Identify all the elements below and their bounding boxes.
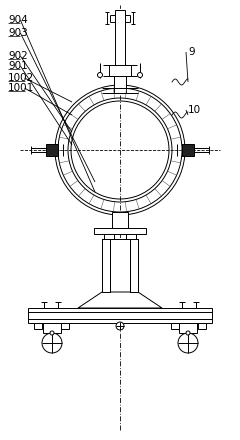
Bar — [179, 323, 197, 333]
Bar — [198, 323, 206, 329]
Polygon shape — [78, 292, 162, 308]
Text: 903: 903 — [8, 28, 28, 38]
Bar — [46, 144, 58, 156]
Bar — [94, 228, 146, 234]
Circle shape — [138, 73, 143, 77]
Bar — [102, 239, 110, 292]
Bar — [130, 239, 138, 292]
Text: 902: 902 — [8, 51, 28, 61]
Bar — [114, 76, 126, 93]
Text: 901: 901 — [8, 61, 28, 71]
Text: 1001: 1001 — [8, 83, 34, 93]
Bar — [182, 144, 194, 156]
Bar — [114, 76, 126, 93]
Text: 904: 904 — [8, 15, 28, 25]
Circle shape — [186, 331, 190, 335]
Circle shape — [42, 333, 62, 353]
Bar — [109, 65, 131, 76]
Bar — [112, 212, 128, 228]
Circle shape — [50, 331, 54, 335]
Bar — [102, 239, 110, 292]
Bar — [34, 323, 42, 329]
Bar — [112, 212, 128, 228]
Circle shape — [116, 322, 124, 330]
Text: 9: 9 — [188, 47, 195, 57]
Text: 1002: 1002 — [8, 73, 34, 83]
Bar — [115, 10, 125, 65]
Circle shape — [97, 73, 102, 77]
Circle shape — [178, 333, 198, 353]
Bar — [43, 323, 61, 333]
Bar — [102, 239, 138, 292]
Bar — [130, 239, 138, 292]
Bar — [61, 323, 69, 329]
Bar — [94, 228, 146, 234]
Bar — [28, 308, 212, 323]
Text: 10: 10 — [188, 105, 201, 115]
Bar — [115, 10, 125, 65]
Bar — [109, 65, 131, 76]
Bar — [171, 323, 179, 329]
